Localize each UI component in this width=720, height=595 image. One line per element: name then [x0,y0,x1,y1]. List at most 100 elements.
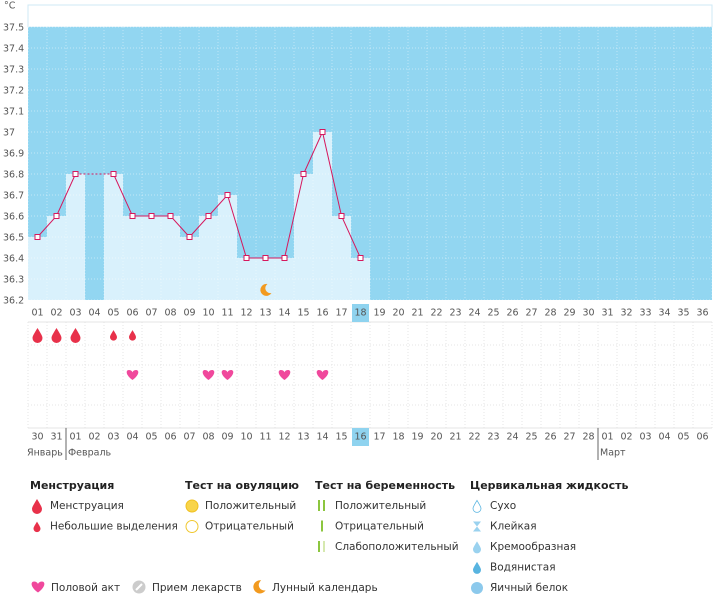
spotting-icon [129,330,136,341]
legend-item: Кремообразная [490,541,576,553]
temperature-column [28,237,47,300]
legend-item: Яичный белок [490,582,568,594]
date-label: 12 [278,432,290,443]
temperature-point [186,234,193,240]
date-label: 03 [107,432,119,443]
date-label: 26 [544,432,556,443]
legend-title: Тест на беременность [315,479,455,492]
temperature-column [161,216,180,300]
temperature-point [129,213,136,219]
cycle-day-label: 10 [202,308,214,319]
cycle-day-label: 24 [468,308,480,319]
temperature-column [218,195,237,300]
date-label: 01 [601,432,613,443]
heart-icon [316,370,329,380]
temperature-point [243,255,250,261]
y-tick-label: 36.2 [3,296,24,307]
y-tick-label: 36.8 [3,170,24,181]
y-tick-label: 37.4 [3,44,24,55]
legend-item: Водянистая [490,562,556,574]
current-date-highlight [352,428,369,446]
cycle-day-label: 15 [297,308,309,319]
date-label: 04 [658,432,670,443]
legend-icon [323,541,325,552]
temperature-point [167,213,174,219]
legend-icon [185,499,199,513]
legend-item: Сухо [490,500,516,512]
temperature-point [262,255,269,261]
cycle-day-label: 14 [278,308,290,319]
legend-item: Клейкая [490,521,537,533]
date-label: 06 [696,432,708,443]
cycle-day-label: 16 [316,308,328,319]
date-label: 21 [449,432,461,443]
y-unit: °C [4,1,16,12]
date-label: 23 [487,432,499,443]
legend-item: Слабоположительный [335,541,459,553]
legend-item: Положительный [205,500,296,512]
cycle-day-label: 12 [240,308,252,319]
legend-title: Цервикальная жидкость [470,479,628,492]
cycle-day-label: 30 [582,308,594,319]
cycle-day-label: 33 [639,308,651,319]
menstruation-icon [51,328,62,343]
legend-icon [32,499,42,514]
cycle-day-label: 27 [525,308,537,319]
temperature-column [313,132,332,300]
cycle-day-label: 34 [658,308,670,319]
legend-item: Лунный календарь [272,582,378,594]
date-label: 02 [88,432,100,443]
legend-icon [185,520,199,533]
date-label: 14 [316,432,328,443]
cycle-day-label: 35 [677,308,689,319]
legend-item: Отрицательный [335,521,424,533]
legend-title: Менструация [30,479,114,492]
y-tick-label: 36.3 [3,275,24,286]
temperature-point [357,255,364,261]
legend-icon [472,499,482,513]
legend-title: Тест на овуляцию [185,479,299,492]
cycle-day-label: 11 [221,308,233,319]
legend-icon [473,561,481,574]
date-label: 31 [50,432,62,443]
y-tick-label: 36.6 [3,212,24,223]
temperature-point [148,213,155,219]
legend-icon [253,580,266,594]
cycle-day-label: 01 [31,308,43,319]
cycle-day-label: 28 [544,308,556,319]
temperature-column [332,216,351,300]
y-tick-label: 36.5 [3,233,24,244]
legend-icon [323,500,325,511]
temperature-column [66,174,85,300]
date-label: 07 [183,432,195,443]
temperature-line [113,130,361,259]
date-label: 08 [202,432,214,443]
cycle-day-label: 26 [506,308,518,319]
y-tick-label: 37 [3,128,15,139]
temperature-column [47,216,66,300]
date-label: 22 [468,432,480,443]
y-tick-label: 37.3 [3,65,24,76]
cycle-day-label: 18 [354,308,366,319]
cycle-day-label: 32 [620,308,632,319]
cycle-day-label: 05 [107,308,119,319]
temperature-column [199,216,218,300]
date-label: 11 [259,432,271,443]
date-label: 06 [164,432,176,443]
legend-item: Менструация [50,500,124,512]
cycle-day-label: 13 [259,308,271,319]
cycle-day-label: 21 [411,308,423,319]
date-label: 03 [639,432,651,443]
month-label: Февраль [68,448,112,459]
legend-icon [318,500,320,511]
legend: Менструация Менструация Небольшие выделени… [30,479,628,594]
legend-icon [31,581,45,593]
legend-icon [473,541,481,554]
cycle-day-label: 19 [373,308,385,319]
legend-item: Прием лекарств [152,582,242,594]
temperature-point [110,171,117,177]
date-label: 16 [354,432,366,443]
legend-icon [471,582,483,594]
temperature-point [300,171,307,177]
